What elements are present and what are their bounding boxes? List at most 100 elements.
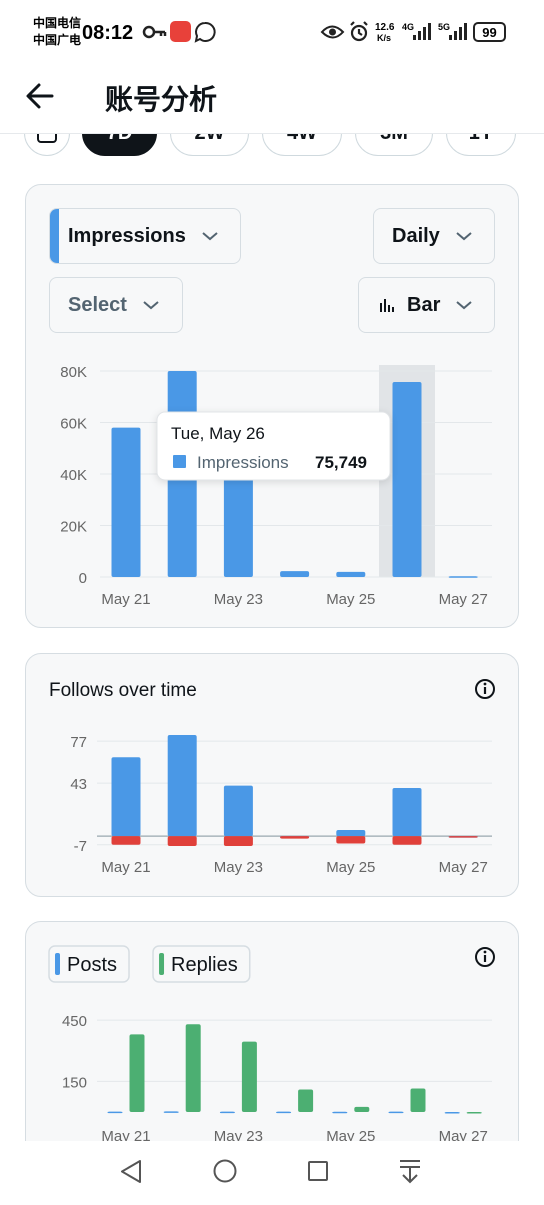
x-tick-label: May 25: [326, 1128, 375, 1141]
battery-icon: [473, 22, 506, 42]
bar: [448, 576, 478, 578]
net-speed: 12.6: [375, 22, 395, 33]
x-tick-label: May 27: [439, 591, 488, 608]
bar: [336, 571, 366, 577]
alarm-icon: [350, 21, 368, 42]
legend-label: Posts: [67, 954, 117, 976]
dropdown-label: Impressions: [68, 224, 186, 247]
legend-swatch: [159, 953, 165, 975]
tooltip-title: Tue, May 26: [171, 424, 265, 443]
y-tick-label: 450: [62, 1013, 87, 1030]
legend-swatch: [55, 953, 60, 975]
bar: [332, 1111, 348, 1114]
network-type: 4G: [402, 22, 414, 32]
bar: [466, 1112, 482, 1114]
status-bar: 中国电信 中国广电 08:12 12.6 K/s 4G 5G 99: [0, 0, 544, 60]
x-tick-label: May 21: [101, 859, 150, 876]
bar: [185, 1024, 201, 1112]
bar: [448, 836, 478, 838]
dropdown-label: Bar: [407, 293, 441, 316]
chevron: [456, 232, 472, 241]
navigation-bar: [0, 1141, 544, 1200]
bar: [392, 381, 422, 577]
legend-pill: [48, 945, 130, 983]
y-tick-label: 77: [70, 734, 87, 751]
bar: [167, 735, 197, 837]
tooltip-box: [156, 411, 391, 481]
nav-menu[interactable]: [400, 1160, 420, 1184]
bar: [392, 788, 422, 837]
nav-back[interactable]: [121, 1160, 141, 1183]
bar: [167, 836, 197, 846]
bar: [280, 571, 310, 577]
chat-icon: [194, 21, 216, 43]
network-type: 5G: [438, 22, 450, 32]
y-tick-label: 0: [79, 570, 87, 587]
bar: [163, 1111, 179, 1113]
carrier: 中国广电: [33, 32, 81, 47]
bar: [223, 836, 253, 846]
nav-icons: [121, 1159, 420, 1184]
x-tick-label: May 23: [214, 591, 263, 608]
bar: [354, 1106, 370, 1112]
chevron: [456, 301, 473, 310]
bar: [107, 1111, 123, 1114]
bar: [444, 1112, 460, 1114]
card-title: Follows over time: [49, 680, 197, 701]
bar: [219, 1111, 235, 1114]
x-tick-label: May 23: [214, 859, 263, 876]
status-icons: 中国电信 中国广电 08:12 12.6 K/s 4G 5G 99: [33, 15, 506, 47]
x-tick-label: May 25: [326, 591, 375, 608]
bar: [223, 785, 253, 837]
header: 账号分析: [0, 60, 544, 134]
y-tick-label: 60K: [60, 416, 87, 433]
y-tick-label: 20K: [60, 519, 87, 536]
legend-swatch: [173, 455, 186, 468]
app-icon: [170, 21, 191, 42]
y-tick-label: -7: [74, 838, 87, 855]
carrier: 中国电信: [33, 15, 81, 30]
charts: 0 20K 40K 60K 80K May 21 May 23 May 25 May 27 Tue…: [48, 364, 492, 1141]
bar: [111, 427, 141, 577]
bar-icon: [380, 299, 394, 312]
key-icon: [142, 25, 167, 39]
dropdown-label: Daily: [392, 224, 440, 247]
metric-color-bar: [50, 209, 59, 263]
nav-recents[interactable]: [308, 1161, 328, 1181]
nav-home[interactable]: [213, 1159, 237, 1183]
back-button[interactable]: [24, 80, 56, 112]
info-button[interactable]: [473, 945, 497, 969]
page-title: 账号分析: [105, 84, 218, 115]
bar: [111, 836, 141, 845]
y-tick-label: 80K: [60, 364, 87, 381]
tooltip-value: 75,749: [315, 453, 367, 472]
bar: [280, 836, 310, 839]
bar: [111, 757, 141, 837]
tooltip: Tue, May 26 Impressions 75,749: [156, 411, 391, 481]
signal-icon: [449, 23, 467, 40]
bar: [241, 1041, 257, 1112]
x-tick-label: May 21: [101, 1128, 150, 1141]
dropdown-label: Select: [68, 293, 127, 316]
x-tick-label: May 25: [326, 859, 375, 876]
metric-dropdown[interactable]: Impressions: [49, 208, 241, 264]
y-tick-label: 43: [70, 776, 87, 793]
chevron: [202, 232, 218, 241]
x-tick-label: May 21: [101, 591, 150, 608]
compare-dropdown[interactable]: Select: [49, 277, 183, 333]
net-speed-unit: K/s: [377, 33, 391, 43]
bar: [410, 1088, 426, 1112]
impressions-card: Impressions Daily Select Bar: [25, 184, 519, 628]
y-tick-label: 40K: [60, 467, 87, 484]
interval-dropdown[interactable]: Daily: [373, 208, 495, 264]
bar: [336, 836, 366, 844]
chart-type-dropdown[interactable]: Bar: [358, 277, 495, 333]
info-button[interactable]: [473, 677, 497, 701]
signal-icon: [413, 23, 431, 40]
bar: [336, 829, 366, 837]
legend-item: Replies: [152, 945, 251, 983]
legend-pill: [152, 945, 251, 983]
x-tick-label: May 27: [439, 859, 488, 876]
follows-card: Follows over time: [25, 653, 519, 897]
